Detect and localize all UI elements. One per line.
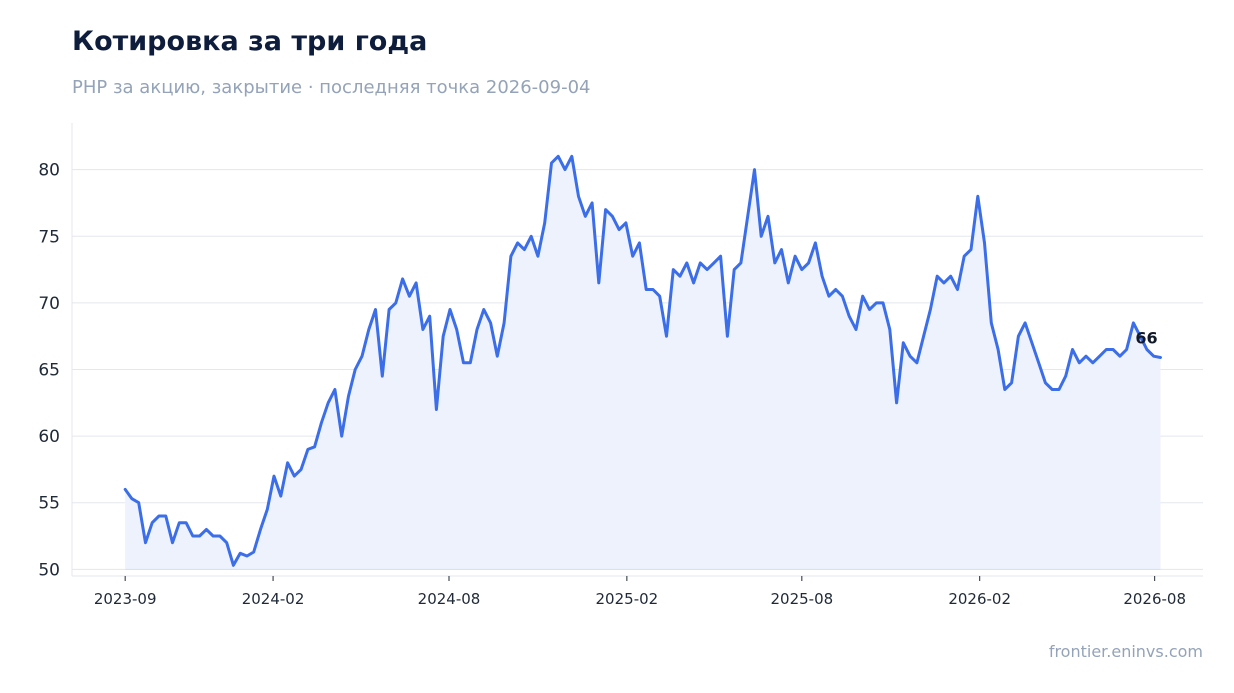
axes <box>71 123 1203 581</box>
y-tick-label-55: 55 <box>38 494 60 514</box>
y-tick-label-50: 50 <box>38 560 60 580</box>
tick-labels: 50 55 60 65 70 75 80 2023-09 2024-02 2024-08 2025-… <box>38 161 1186 608</box>
chart-subtitle: PHP за акцию, закрытие · последняя точка… <box>72 77 591 98</box>
last-value-label: 66 <box>1135 328 1157 347</box>
source-credit: frontier.eninvs.com <box>1048 642 1203 661</box>
price-area-fill <box>125 156 1161 570</box>
y-tick-label-70: 70 <box>38 294 60 314</box>
x-tick-label-2023-09: 2023-09 <box>94 590 157 608</box>
series-layer <box>123 154 1162 570</box>
x-tick-label-2026-08: 2026-08 <box>1123 590 1186 608</box>
x-tick-label-2024-08: 2024-08 <box>418 590 481 608</box>
y-tick-label-65: 65 <box>38 360 60 380</box>
x-tick-label-2024-02: 2024-02 <box>242 590 305 608</box>
x-tick-label-2026-02: 2026-02 <box>948 590 1011 608</box>
chart-title: Котировка за три года <box>72 26 428 57</box>
y-tick-label-75: 75 <box>38 227 60 247</box>
x-tick-label-2025-08: 2025-08 <box>770 590 833 608</box>
y-tick-label-60: 60 <box>38 427 60 447</box>
x-tick-label-2025-02: 2025-02 <box>596 590 659 608</box>
y-tick-label-80: 80 <box>38 161 60 181</box>
price-line <box>123 154 1162 567</box>
